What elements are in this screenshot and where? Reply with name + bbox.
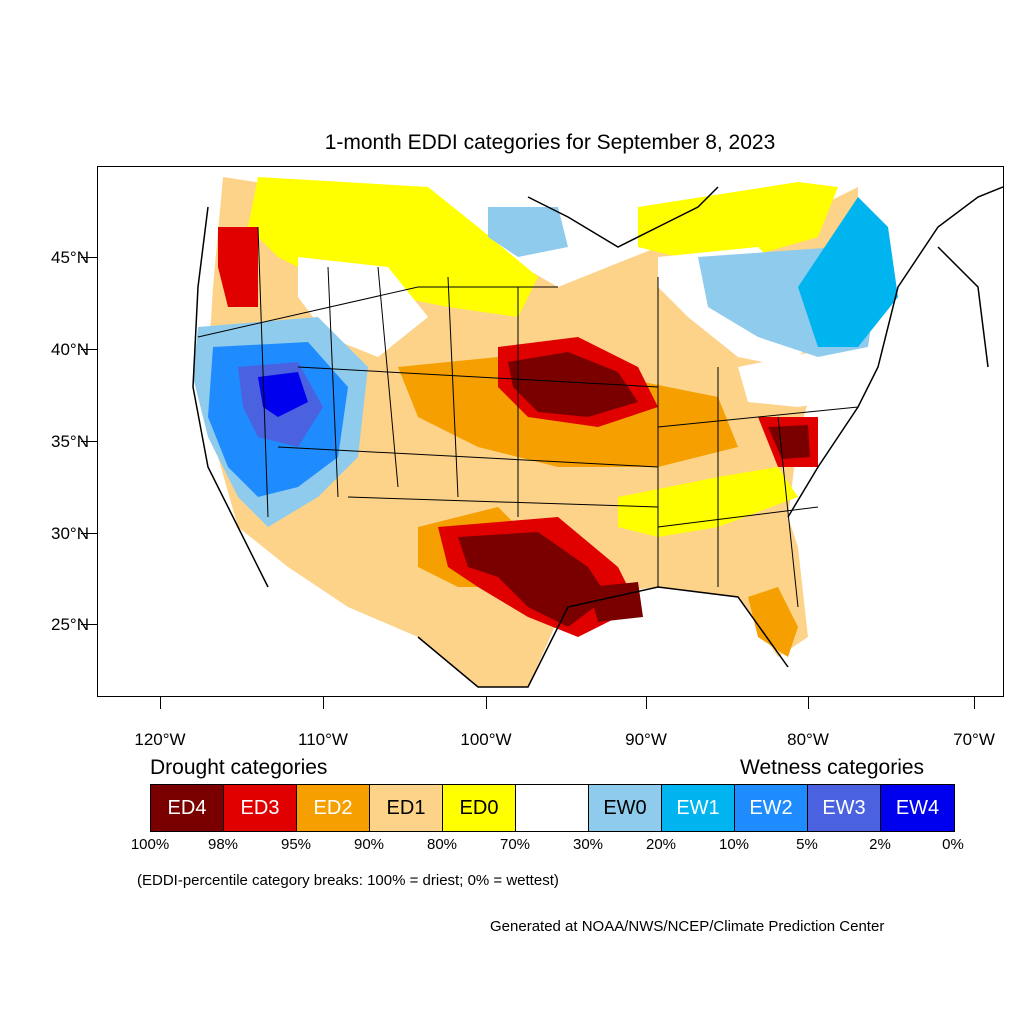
lat-tick [81, 349, 97, 350]
coastlines [192, 186, 1003, 688]
legend-cell-ew1: EW1 [662, 785, 735, 831]
ed0-southeast [618, 467, 798, 537]
lat-tick [81, 533, 97, 534]
wetness-categories-heading: Wetness categories [740, 756, 925, 779]
normal-mid-atlantic [738, 347, 878, 407]
lon-label-120: 120°W [134, 730, 186, 749]
category-breaks-note: (EDDI-percentile category breaks: 100% =… [137, 872, 559, 889]
lat-tick [81, 257, 97, 258]
ed4-midwest [508, 352, 638, 417]
ew4-nevada [258, 372, 308, 417]
percentile-break-label: 5% [796, 836, 818, 853]
ed4-virginia [768, 425, 810, 459]
lon-tick [646, 697, 647, 709]
legend-cell-ew0: EW0 [589, 785, 662, 831]
percentile-break-label: 70% [499, 836, 531, 853]
lon-label-70: 70°W [953, 730, 995, 749]
lat-tick [81, 624, 97, 625]
ew0-lake-superior [488, 207, 568, 257]
lat-tick [81, 441, 97, 442]
percentile-break-label: 0% [942, 836, 964, 853]
drought-categories-heading: Drought categories [150, 756, 328, 779]
percentile-break-label: 98% [207, 836, 239, 853]
lon-tick [160, 697, 161, 709]
legend-cell-ed1: ED1 [370, 785, 443, 831]
lat-label-25: 25°N [51, 615, 89, 634]
lon-tick [974, 697, 975, 709]
legend-cell-ed0: ED0 [443, 785, 516, 831]
lon-tick [808, 697, 809, 709]
ed0-northeast [638, 182, 838, 257]
percentile-break-label: 30% [572, 836, 604, 853]
state-boundaries [197, 226, 859, 608]
ed4-texas [458, 532, 608, 627]
legend-cell-ed4: ED4 [151, 785, 224, 831]
ew1-northeast [798, 197, 898, 347]
eddi-map [97, 166, 1004, 697]
lat-label-40: 40°N [51, 340, 89, 359]
category-legend-bar: ED4 ED3 ED2 ED1 ED0 EW0 EW1 EW2 EW3 EW4 [150, 784, 955, 832]
map-title: 1-month EDDI categories for September 8,… [324, 131, 776, 154]
lon-label-110: 110°W [298, 730, 348, 749]
percentile-break-label: 80% [426, 836, 458, 853]
lat-label-30: 30°N [51, 524, 89, 543]
ed4-louisiana [588, 582, 643, 622]
lon-label-100: 100°W [460, 730, 512, 749]
percentile-break-label: 100% [130, 836, 170, 853]
legend-cell-ed2: ED2 [297, 785, 370, 831]
ed3-oregon [218, 227, 258, 307]
legend-cell-ed3: ED3 [224, 785, 297, 831]
lon-tick [486, 697, 487, 709]
lon-tick [323, 697, 324, 709]
percentile-break-label: 10% [718, 836, 750, 853]
lat-label-45: 45°N [51, 248, 89, 267]
conus-eddi-map-graphic [192, 177, 1003, 688]
legend-cell-ew2: EW2 [735, 785, 808, 831]
percentile-break-label: 2% [869, 836, 891, 853]
ed2-florida [748, 587, 798, 657]
lon-label-90: 90°W [625, 730, 667, 749]
credit-line: Generated at NOAA/NWS/NCEP/Climate Predi… [490, 918, 885, 935]
lat-label-35: 35°N [51, 432, 89, 451]
percentile-break-label: 20% [645, 836, 677, 853]
legend-cell-ew3: EW3 [808, 785, 881, 831]
legend-cell-ew4: EW4 [881, 785, 954, 831]
percentile-break-label: 90% [353, 836, 385, 853]
ed0-north-plains [248, 177, 538, 317]
lon-label-80: 80°W [787, 730, 829, 749]
legend-cell-near-normal [516, 785, 589, 831]
percentile-break-label: 95% [280, 836, 312, 853]
